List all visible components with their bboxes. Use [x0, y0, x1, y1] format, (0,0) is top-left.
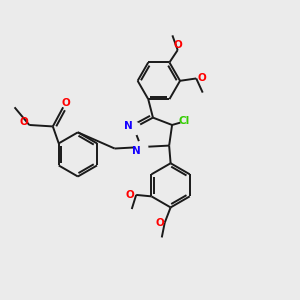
- Text: O: O: [62, 98, 70, 109]
- Text: O: O: [20, 117, 28, 127]
- Text: Cl: Cl: [179, 116, 190, 126]
- Text: O: O: [198, 74, 206, 83]
- Text: O: O: [155, 218, 164, 228]
- Text: O: O: [173, 40, 182, 50]
- Text: N: N: [124, 121, 133, 130]
- Text: O: O: [126, 190, 135, 200]
- Text: N: N: [132, 146, 141, 156]
